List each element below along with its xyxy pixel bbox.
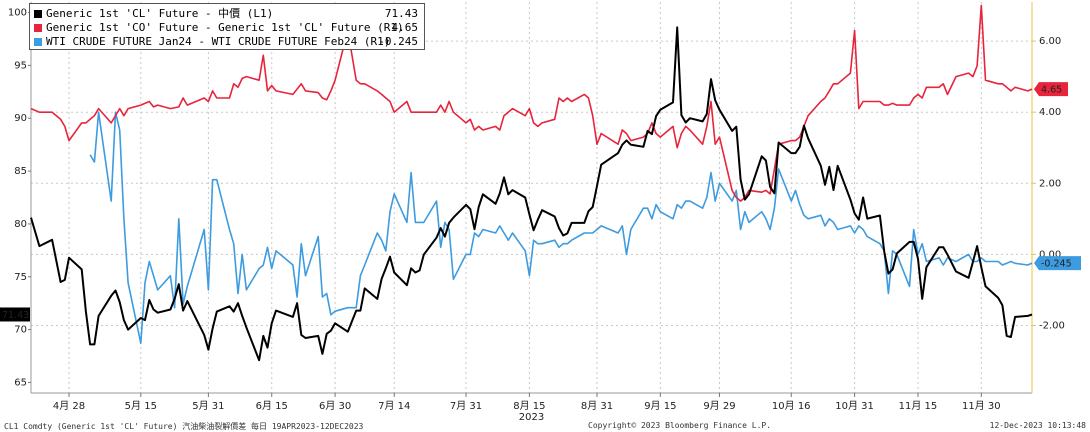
legend: Generic 1st 'CL' Future - 中價 (L1) 71.43 … <box>29 3 425 50</box>
left-axis-tick-label: 85 <box>14 166 27 177</box>
right-axis-tick-label: 0.00 <box>1039 249 1061 260</box>
x-axis-tick-label: 10月 31 <box>835 400 874 412</box>
left-axis-tick-label: 65 <box>14 377 27 388</box>
x-axis-tick-label: 8月 15 <box>513 400 545 412</box>
left-axis-tick-label: 80 <box>14 219 27 230</box>
last-value-label-brent-spread: 4.65 <box>1041 85 1062 96</box>
last-value-label-cl-bg <box>0 307 30 322</box>
legend-value-wti-spread: -0.245 <box>378 35 418 48</box>
series-line-cl <box>30 26 1033 362</box>
last-value-label-wti-spread-bg <box>1034 256 1081 271</box>
legend-label-cl: Generic 1st 'CL' Future - 中價 (L1) <box>46 7 274 20</box>
legend-value-brent-spread: 4.65 <box>391 21 419 34</box>
x-axis-tick-label: 4月 28 <box>53 400 85 412</box>
grid <box>31 2 1032 393</box>
x-axis-tick-label: 9月 15 <box>644 400 676 412</box>
left-axis-tick-label: 90 <box>14 113 27 124</box>
x-axis-tick-label: 7月 14 <box>378 400 410 412</box>
right-axis-tick-label: -2.00 <box>1039 320 1065 331</box>
x-axis-year-label: 2023 <box>519 412 544 423</box>
legend-swatch-cl <box>34 10 42 18</box>
right-axis-tick-label: 6.00 <box>1039 36 1061 47</box>
legend-value-cl: 71.43 <box>384 7 418 20</box>
x-axis-tick-label: 6月 30 <box>319 400 351 412</box>
right-axis-tick-label: 2.00 <box>1039 178 1061 189</box>
legend-row-wti-spread: WTI CRUDE FUTURE Jan24 - WTI CRUDE FUTUR… <box>34 35 418 49</box>
x-axis-tick-label: 8月 31 <box>581 400 613 412</box>
x-axis-tick-label: 5月 31 <box>192 400 224 412</box>
last-value-label-brent-spread-bg <box>1034 82 1068 97</box>
series-layer <box>30 4 1033 362</box>
legend-label-wti-spread: WTI CRUDE FUTURE Jan24 - WTI CRUDE FUTUR… <box>46 35 391 48</box>
x-axis-tick-label: 9月 29 <box>703 400 735 412</box>
axes: 65 70 75 80 85 90 95 100 -2.00 0.00 2.00 4.00 6.00 4月… <box>8 2 1065 423</box>
legend-label-brent-spread: Generic 1st 'CO' Future - Generic 1st 'C… <box>46 21 404 34</box>
x-axis-tick-label: 11月 15 <box>899 400 938 412</box>
left-axis-tick-label: 95 <box>14 60 27 71</box>
x-axis-tick-label: 11月 30 <box>962 400 1001 412</box>
legend-row-brent-spread: Generic 1st 'CO' Future - Generic 1st 'C… <box>34 21 418 35</box>
labels: 71.43 4.65 -0.245 <box>0 82 1081 322</box>
x-axis-tick-label: 6月 15 <box>256 400 288 412</box>
series-line-wti-spread <box>89 111 1033 345</box>
footer-copyright: Copyright© 2023 Bloomberg Finance L.P. <box>588 421 772 430</box>
footer-timestamp: 12-Dec-2023 10:13:48 <box>989 421 1086 430</box>
legend-swatch-wti-spread <box>34 38 42 46</box>
x-axis-tick-label: 7月 31 <box>450 400 482 412</box>
legend-row-cl: Generic 1st 'CL' Future - 中價 (L1) 71.43 <box>34 7 418 21</box>
left-axis-tick-label: 75 <box>14 272 27 283</box>
left-axis-tick-label: 100 <box>8 8 27 19</box>
last-value-label-cl: 71.43 <box>2 310 29 321</box>
right-axis-tick-label: 4.00 <box>1039 107 1061 118</box>
series-line-brent-spread <box>30 4 1033 202</box>
x-axis-tick-label: 5月 15 <box>125 400 157 412</box>
footer-source: CL1 Comdty (Generic 1st 'CL' Future) 汽油柴… <box>4 422 364 431</box>
legend-swatch-brent-spread <box>34 24 42 32</box>
x-axis-tick-label: 10月 16 <box>772 400 811 412</box>
left-axis-tick-label: 70 <box>14 325 27 336</box>
last-value-label-wti-spread: -0.245 <box>1041 259 1072 270</box>
